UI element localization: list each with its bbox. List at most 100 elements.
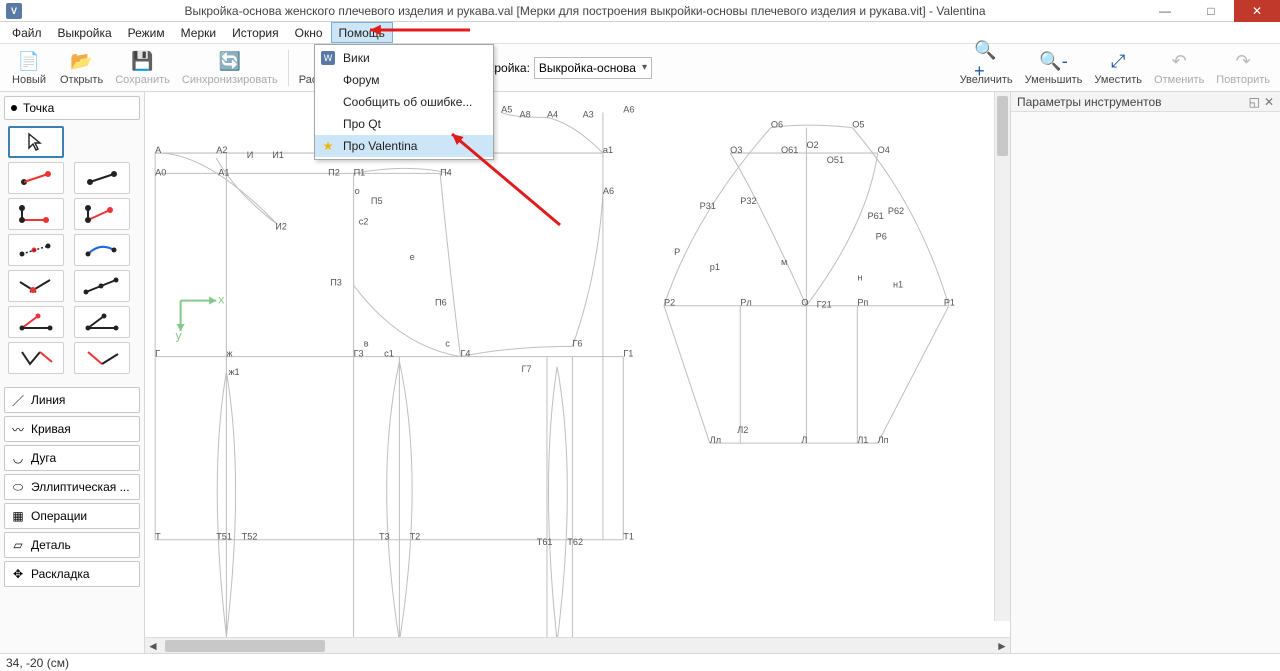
svg-text:О61: О61: [781, 145, 798, 155]
category-Дуга[interactable]: ◡Дуга: [4, 445, 140, 471]
redo-button[interactable]: ↷Повторить: [1210, 47, 1276, 88]
category-icon: ⬭: [11, 480, 25, 495]
help-menu-item-3[interactable]: Про Qt: [315, 113, 493, 135]
svg-text:О6: О6: [771, 120, 783, 130]
horizontal-scrollbar[interactable]: ◄ ►: [145, 637, 1010, 653]
menubar: ФайлВыкройкаРежимМеркиИсторияОкноПомощь: [0, 22, 1280, 44]
close-panel-icon[interactable]: ✕: [1264, 95, 1274, 109]
svg-text:А5: А5: [501, 104, 512, 114]
svg-text:н1: н1: [893, 279, 903, 289]
tool-intersect-2[interactable]: [74, 270, 130, 302]
svg-text:А3: А3: [583, 109, 594, 119]
tool-along-line[interactable]: [8, 234, 64, 266]
category-Линия[interactable]: ／Линия: [4, 387, 140, 413]
redo-button-icon: ↷: [1231, 49, 1255, 73]
svg-text:Т2: Т2: [410, 532, 421, 542]
open-button[interactable]: 📂Открыть: [54, 47, 109, 88]
pattern-combo[interactable]: Выкройка-основа▾: [534, 57, 652, 79]
zoom-out-button[interactable]: 🔍-Уменьшить: [1019, 47, 1089, 88]
tool-triangle-red[interactable]: [8, 306, 64, 338]
menu-окно[interactable]: Окно: [287, 22, 331, 43]
svg-text:м: м: [781, 257, 787, 267]
window-title: Выкройка-основа женского плечевого издел…: [28, 4, 1142, 18]
svg-text:А0: А0: [155, 167, 166, 177]
svg-text:Рл: Рл: [740, 298, 751, 308]
menu-выкройка[interactable]: Выкройка: [50, 22, 120, 43]
svg-text:с: с: [445, 338, 450, 348]
tool-bisector[interactable]: [74, 198, 130, 230]
category-Эллиптическая ...[interactable]: ⬭Эллиптическая ...: [4, 474, 140, 500]
tool-segment-black[interactable]: [74, 162, 130, 194]
tool-dart-1[interactable]: [8, 342, 64, 374]
open-button-icon: 📂: [70, 49, 94, 73]
category-icon: ▱: [11, 538, 25, 552]
undock-icon[interactable]: ◱: [1249, 95, 1260, 109]
menu-файл[interactable]: Файл: [4, 22, 50, 43]
svg-text:А8: А8: [519, 109, 530, 119]
help-menu-item-4[interactable]: ★Про Valentina: [315, 135, 493, 157]
tool-segment-red[interactable]: [8, 162, 64, 194]
save-button[interactable]: 💾Сохранить: [109, 47, 176, 88]
svg-text:Р2: Р2: [664, 298, 675, 308]
svg-text:А2: А2: [216, 145, 227, 155]
maximize-button[interactable]: □: [1188, 0, 1234, 22]
menu-режим[interactable]: Режим: [120, 22, 173, 43]
save-button-icon: 💾: [131, 49, 155, 73]
menu-история[interactable]: История: [224, 22, 287, 43]
svg-text:Рп: Рп: [857, 298, 868, 308]
tool-shoulder[interactable]: [74, 234, 130, 266]
new-button-icon: 📄: [17, 49, 41, 73]
svg-text:р1: р1: [710, 262, 720, 272]
help-menu-item-1[interactable]: Форум: [315, 69, 493, 91]
help-menu-dropdown: WВикиФорумСообщить об ошибке...Про Qt★Пр…: [314, 44, 494, 160]
app-icon: V: [6, 3, 22, 19]
menu-помощь[interactable]: Помощь: [331, 22, 393, 43]
svg-text:y: y: [176, 328, 183, 342]
properties-panel: Параметры инструментов ◱ ✕: [1010, 92, 1280, 653]
help-menu-item-0[interactable]: WВики: [315, 47, 493, 69]
vertical-scrollbar[interactable]: [994, 92, 1010, 621]
category-icon: 〰: [11, 421, 25, 438]
svg-text:О: О: [801, 298, 808, 308]
category-icon: ／: [11, 392, 25, 409]
category-Раскладка[interactable]: ✥Раскладка: [4, 561, 140, 587]
svg-text:Г3: Г3: [354, 349, 364, 359]
svg-text:Т: Т: [155, 532, 161, 542]
zoom-in-button[interactable]: 🔍+Увеличить: [954, 47, 1019, 88]
main-toolbar: 📄Новый📂Открыть💾Сохранить🔄Синхронизироват…: [0, 44, 1280, 92]
tool-dart-2[interactable]: [74, 342, 130, 374]
pattern-drawing: xyАА2ИИ1А0А1П2П1а2оП5И2с2П3еП6всГжГ3с1Г4…: [145, 92, 1010, 637]
svg-text:Л2: Л2: [737, 425, 748, 435]
tool-category-title[interactable]: Точка: [4, 96, 140, 120]
scroll-right-icon[interactable]: ►: [994, 639, 1010, 653]
undo-button[interactable]: ↶Отменить: [1148, 47, 1210, 88]
svg-text:ж1: ж1: [228, 367, 239, 377]
zoom-in-button-icon: 🔍+: [974, 49, 998, 73]
menu-мерки[interactable]: Мерки: [173, 22, 224, 43]
category-Деталь[interactable]: ▱Деталь: [4, 532, 140, 558]
tool-intersect-1[interactable]: [8, 270, 64, 302]
zoom-fit-button[interactable]: ⤢Уместить: [1088, 47, 1148, 88]
category-Кривая[interactable]: 〰Кривая: [4, 416, 140, 442]
svg-text:а1: а1: [603, 145, 613, 155]
new-button[interactable]: 📄Новый: [4, 47, 54, 88]
category-Операции[interactable]: ▦Операции: [4, 503, 140, 529]
scroll-left-icon[interactable]: ◄: [145, 639, 161, 653]
svg-text:П1: П1: [354, 167, 366, 177]
minimize-button[interactable]: —: [1142, 0, 1188, 22]
svg-text:Г6: Г6: [572, 338, 582, 348]
svg-text:в: в: [364, 338, 369, 348]
svg-text:Т61: Т61: [537, 537, 553, 547]
svg-text:Г: Г: [155, 349, 160, 359]
cursor-tool[interactable]: [8, 126, 64, 158]
sync-button[interactable]: 🔄Синхронизировать: [176, 47, 284, 88]
tool-category-label: Точка: [23, 101, 54, 115]
tool-perpendicular[interactable]: [8, 198, 64, 230]
help-menu-item-2[interactable]: Сообщить об ошибке...: [315, 91, 493, 113]
svg-text:е: е: [410, 252, 415, 262]
svg-text:О3: О3: [730, 145, 742, 155]
close-button[interactable]: ✕: [1234, 0, 1280, 22]
svg-text:Л1: Л1: [857, 435, 868, 445]
drawing-canvas[interactable]: xyАА2ИИ1А0А1П2П1а2оП5И2с2П3еП6всГжГ3с1Г4…: [145, 92, 1010, 637]
tool-triangle-black[interactable]: [74, 306, 130, 338]
